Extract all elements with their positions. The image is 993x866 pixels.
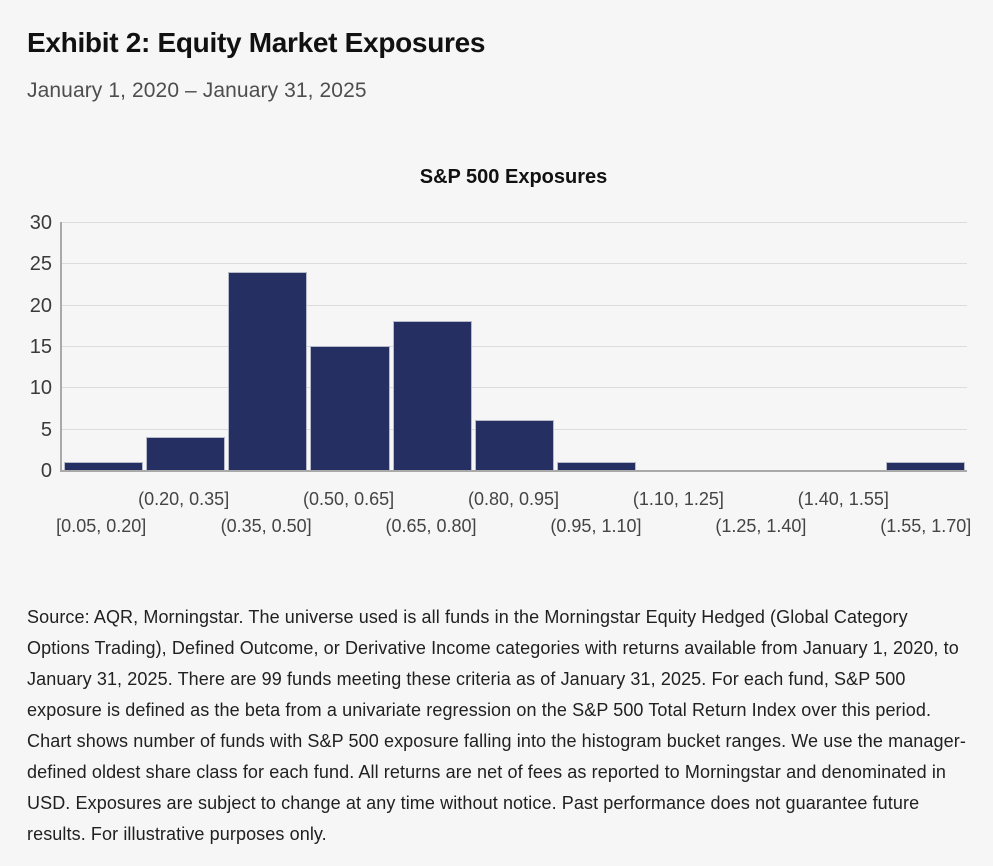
x-tick-label: (0.50, 0.65] bbox=[303, 489, 395, 509]
x-tick-label: (0.65, 0.80] bbox=[385, 516, 477, 536]
x-tick-label: (1.55, 1.70] bbox=[880, 516, 972, 536]
x-tick-label: (0.20, 0.35] bbox=[138, 489, 230, 509]
x-tick-label: (1.25, 1.40] bbox=[715, 516, 807, 536]
y-tick-label: 15 bbox=[29, 336, 52, 358]
gridline bbox=[62, 387, 967, 389]
bar bbox=[63, 461, 143, 470]
x-tick-label: (1.10, 1.25] bbox=[632, 489, 724, 509]
x-tick-label: [0.05, 0.20] bbox=[56, 516, 147, 536]
exhibit-title: Exhibit 2: Equity Market Exposures bbox=[27, 27, 486, 58]
gridline bbox=[62, 222, 967, 223]
bar-slot bbox=[473, 222, 555, 470]
sp500-exposures-chart: S&P 500 Exposures 0 5 10 15 20 25 30 [0.05, 0.… bbox=[27, 166, 972, 542]
plot-area bbox=[60, 222, 967, 472]
y-tick-label: 0 bbox=[40, 460, 52, 482]
bar-slot bbox=[720, 222, 802, 470]
chart-body: 0 5 10 15 20 25 30 bbox=[27, 213, 967, 481]
bar-slot bbox=[802, 222, 884, 470]
x-tick-label: (1.40, 1.55] bbox=[797, 489, 889, 509]
bar bbox=[310, 346, 390, 470]
bar bbox=[474, 420, 555, 470]
x-tick-label: (0.80, 0.95] bbox=[467, 489, 560, 509]
bar-slot bbox=[62, 222, 144, 470]
source-footnote: Source: AQR, Morningstar. The universe u… bbox=[27, 607, 966, 844]
gridline bbox=[62, 263, 967, 265]
y-tick-label: 20 bbox=[29, 294, 52, 317]
y-tick-label: 10 bbox=[29, 377, 52, 400]
bar-slot bbox=[227, 222, 309, 470]
y-tick-label: 5 bbox=[40, 418, 52, 441]
bar bbox=[392, 321, 472, 470]
x-tick-label: (0.35, 0.50] bbox=[220, 516, 312, 536]
y-tick-label: 25 bbox=[29, 253, 52, 276]
bar-slot bbox=[309, 222, 391, 470]
x-axis: [0.05, 0.20] (0.20, 0.35] (0.35, 0.50] (0.5… bbox=[56, 472, 971, 542]
x-tick-label: (0.95, 1.10] bbox=[550, 516, 642, 536]
bar bbox=[228, 271, 308, 470]
bar bbox=[886, 461, 966, 470]
bar bbox=[145, 436, 226, 470]
bar-slot bbox=[391, 222, 473, 470]
y-tick-label: 30 bbox=[29, 212, 52, 234]
gridline bbox=[62, 346, 967, 347]
y-axis: 0 5 10 15 20 25 30 bbox=[27, 213, 60, 481]
chart-title: S&P 500 Exposures bbox=[419, 166, 608, 188]
bar-slot bbox=[885, 222, 967, 470]
exhibit-subtitle: January 1, 2020 – January 31, 2025 bbox=[27, 79, 367, 102]
bar-slot bbox=[556, 222, 638, 470]
bars-container bbox=[62, 222, 967, 470]
bar-slot bbox=[638, 222, 720, 470]
gridline bbox=[62, 304, 967, 306]
bar-slot bbox=[144, 222, 226, 470]
bar bbox=[557, 461, 637, 470]
